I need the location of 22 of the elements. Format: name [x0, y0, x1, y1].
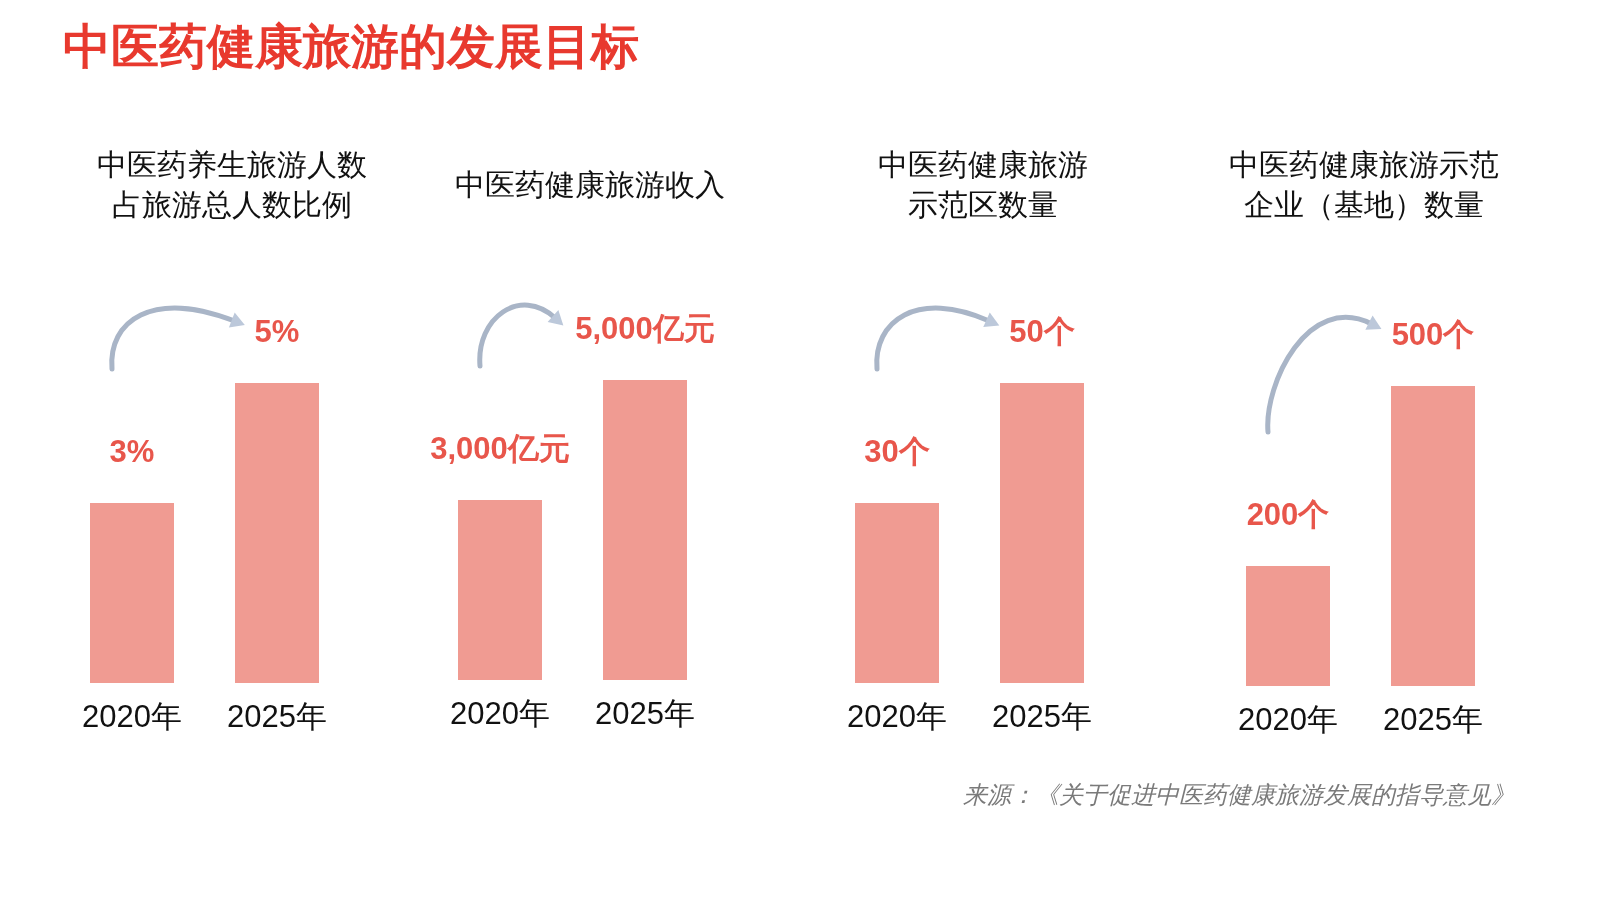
chart-title: 中医药健康旅游示范区数量 [878, 147, 1088, 221]
data-label: 3,000亿元 [430, 430, 570, 466]
x-tick-label: 2025年 [1383, 701, 1483, 737]
x-tick-label: 2025年 [227, 698, 327, 734]
source-note: 来源：《关于促进中医药健康旅游发展的指导意见》 [963, 780, 1515, 808]
x-tick-label: 2020年 [847, 698, 947, 734]
data-label: 200个 [1246, 496, 1330, 532]
x-tick-label: 2020年 [450, 695, 550, 731]
data-label: 5,000亿元 [575, 310, 715, 346]
data-label: 3% [109, 433, 155, 469]
data-label: 30个 [864, 433, 930, 469]
x-tick-label: 2020年 [82, 698, 182, 734]
data-label: 500个 [1391, 316, 1475, 352]
chart-title: 中医药健康旅游示范企业（基地）数量 [1229, 147, 1499, 221]
text: 中医药健康旅游的发展目标 [63, 19, 639, 73]
x-tick-label: 2025年 [595, 695, 695, 731]
data-label: 50个 [1009, 313, 1075, 349]
x-tick-label: 2020年 [1238, 701, 1338, 737]
chart-title: 中医药健康旅游收入 [455, 167, 725, 201]
data-label: 5% [254, 313, 300, 349]
x-tick-label: 2025年 [992, 698, 1092, 734]
chart-title: 中医药养生旅游人数占旅游总人数比例 [97, 147, 367, 221]
